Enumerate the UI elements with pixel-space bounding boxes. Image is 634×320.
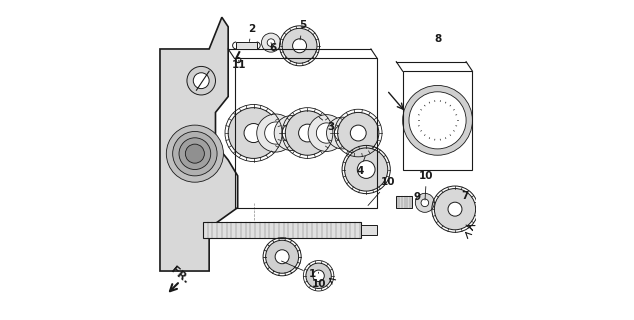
Text: 10: 10 (368, 177, 396, 205)
Circle shape (267, 39, 275, 46)
Circle shape (411, 93, 465, 147)
Text: 8: 8 (434, 35, 441, 44)
Circle shape (274, 116, 309, 150)
Circle shape (261, 33, 280, 52)
Circle shape (403, 85, 472, 155)
Circle shape (187, 67, 216, 95)
Circle shape (282, 124, 301, 142)
Circle shape (266, 240, 299, 273)
Text: FR.: FR. (169, 265, 191, 286)
Circle shape (257, 114, 295, 152)
Circle shape (306, 263, 332, 288)
Bar (203, 222, 361, 238)
Circle shape (351, 125, 366, 141)
Circle shape (282, 28, 317, 63)
Circle shape (418, 101, 456, 140)
Circle shape (166, 125, 223, 182)
Polygon shape (160, 17, 238, 271)
Circle shape (358, 161, 375, 178)
Text: 6: 6 (269, 43, 276, 52)
Text: 2: 2 (249, 24, 256, 42)
Circle shape (264, 122, 287, 144)
Circle shape (185, 144, 204, 163)
Text: 1: 1 (281, 261, 316, 279)
Circle shape (431, 114, 444, 127)
Circle shape (285, 111, 330, 155)
Circle shape (327, 117, 358, 149)
Circle shape (434, 188, 476, 230)
Circle shape (345, 148, 388, 191)
Text: 5: 5 (299, 20, 306, 40)
Circle shape (335, 125, 351, 141)
Text: 7: 7 (461, 191, 468, 202)
Text: 11: 11 (232, 60, 247, 70)
Text: 4: 4 (356, 156, 365, 176)
Circle shape (292, 39, 306, 53)
Text: 9: 9 (407, 192, 420, 202)
Bar (236, 42, 257, 49)
Circle shape (421, 199, 429, 207)
Circle shape (316, 123, 337, 143)
Circle shape (172, 132, 217, 176)
Circle shape (299, 124, 316, 142)
Circle shape (179, 138, 210, 170)
Bar (396, 196, 412, 208)
Circle shape (448, 202, 462, 216)
Circle shape (418, 100, 458, 140)
Bar (361, 225, 377, 235)
Circle shape (275, 250, 289, 264)
Circle shape (228, 108, 279, 158)
Circle shape (415, 193, 434, 212)
Text: 3: 3 (319, 117, 335, 132)
Circle shape (409, 92, 466, 149)
Circle shape (338, 112, 379, 154)
Circle shape (193, 73, 209, 89)
Text: 10: 10 (419, 171, 434, 200)
Text: 10: 10 (311, 272, 326, 289)
Circle shape (308, 115, 345, 151)
Circle shape (244, 124, 263, 142)
Circle shape (313, 270, 325, 282)
